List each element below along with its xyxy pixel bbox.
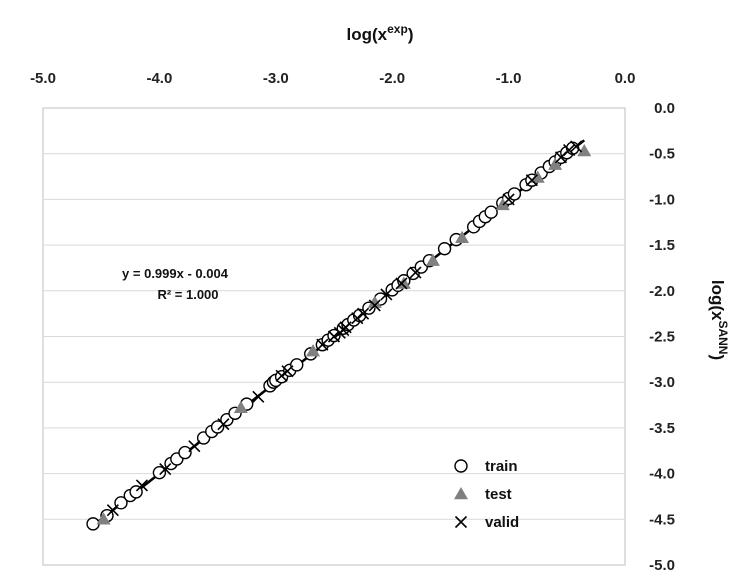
test-point bbox=[495, 197, 510, 211]
test-point bbox=[367, 295, 382, 308]
valid-point bbox=[135, 479, 149, 492]
valid-point bbox=[188, 440, 201, 453]
test-point bbox=[548, 157, 563, 170]
legend-marker-test bbox=[454, 487, 468, 500]
valid-point bbox=[357, 307, 370, 320]
valid-point bbox=[570, 140, 583, 153]
valid-point bbox=[502, 193, 515, 206]
valid-point bbox=[252, 390, 265, 403]
valid-point bbox=[106, 504, 119, 517]
y-tick-label: -2.0 bbox=[649, 283, 675, 300]
y-tick-label: -1.0 bbox=[649, 191, 675, 208]
y-tick-label: -1.5 bbox=[649, 237, 675, 254]
y-tick-label: -4.5 bbox=[649, 511, 675, 528]
legend-label-valid: valid bbox=[485, 514, 519, 531]
y-tick-label: -0.5 bbox=[649, 146, 675, 163]
x-tick-label: -5.0 bbox=[30, 70, 56, 87]
x-tick-label: -1.0 bbox=[496, 70, 522, 87]
valid-point bbox=[409, 266, 422, 279]
equation-annotation: y = 0.999x - 0.004 bbox=[122, 266, 229, 281]
y-tick-label: -2.5 bbox=[649, 329, 675, 346]
legend-label-test: test bbox=[485, 486, 512, 503]
valid-point bbox=[217, 418, 230, 431]
valid-point bbox=[368, 299, 381, 312]
y-tick-label: -3.0 bbox=[649, 374, 675, 391]
test-point bbox=[96, 512, 111, 525]
y-tick-label: -4.0 bbox=[649, 466, 675, 483]
valid-point bbox=[339, 321, 352, 334]
test-point bbox=[306, 344, 321, 357]
x-tick-label: -4.0 bbox=[146, 70, 172, 87]
test-point bbox=[455, 230, 470, 244]
valid-point bbox=[159, 462, 172, 476]
train-point bbox=[484, 205, 498, 219]
legend-marker-train bbox=[454, 459, 468, 473]
legend-label-train: train bbox=[485, 458, 518, 475]
valid-point bbox=[327, 330, 341, 343]
test-point bbox=[530, 170, 545, 183]
valid-point bbox=[351, 312, 364, 325]
train-point bbox=[178, 445, 192, 460]
y-tick-label: 0.0 bbox=[654, 100, 675, 117]
y-axis-title: log(xSANN) bbox=[708, 280, 730, 360]
gridlines bbox=[43, 153, 625, 520]
train-point bbox=[290, 358, 304, 372]
test-point bbox=[577, 143, 592, 157]
x-tick-label: -3.0 bbox=[263, 70, 289, 87]
x-tick-label: 0.0 bbox=[615, 70, 636, 87]
r-squared-annotation: R² = 1.000 bbox=[157, 287, 218, 302]
x-axis-title: log(xexp) bbox=[347, 22, 414, 44]
valid-point bbox=[525, 174, 538, 187]
legend: train test valid bbox=[454, 458, 519, 531]
train-point bbox=[210, 420, 225, 434]
valid-point bbox=[563, 143, 576, 157]
x-tick-labels: -5.0 -4.0 -3.0 -2.0 -1.0 0.0 bbox=[30, 70, 635, 87]
legend-marker-valid bbox=[454, 515, 468, 529]
y-tick-label: -5.0 bbox=[649, 557, 675, 574]
valid-point bbox=[380, 288, 393, 301]
data-points bbox=[86, 140, 592, 531]
y-tick-label: -3.5 bbox=[649, 420, 675, 437]
valid-point bbox=[316, 338, 329, 351]
train-point bbox=[152, 465, 167, 480]
valid-point bbox=[281, 365, 294, 378]
x-tick-label: -2.0 bbox=[379, 70, 405, 87]
valid-point bbox=[395, 277, 408, 290]
y-tick-labels: 0.0 -0.5 -1.0 -1.5 -2.0 -2.5 -3.0 -3.5 -4.0 -4.5 -… bbox=[649, 100, 675, 574]
train-point bbox=[437, 242, 452, 256]
test-point bbox=[425, 253, 440, 266]
valid-point bbox=[275, 369, 288, 382]
test-point bbox=[233, 400, 248, 414]
